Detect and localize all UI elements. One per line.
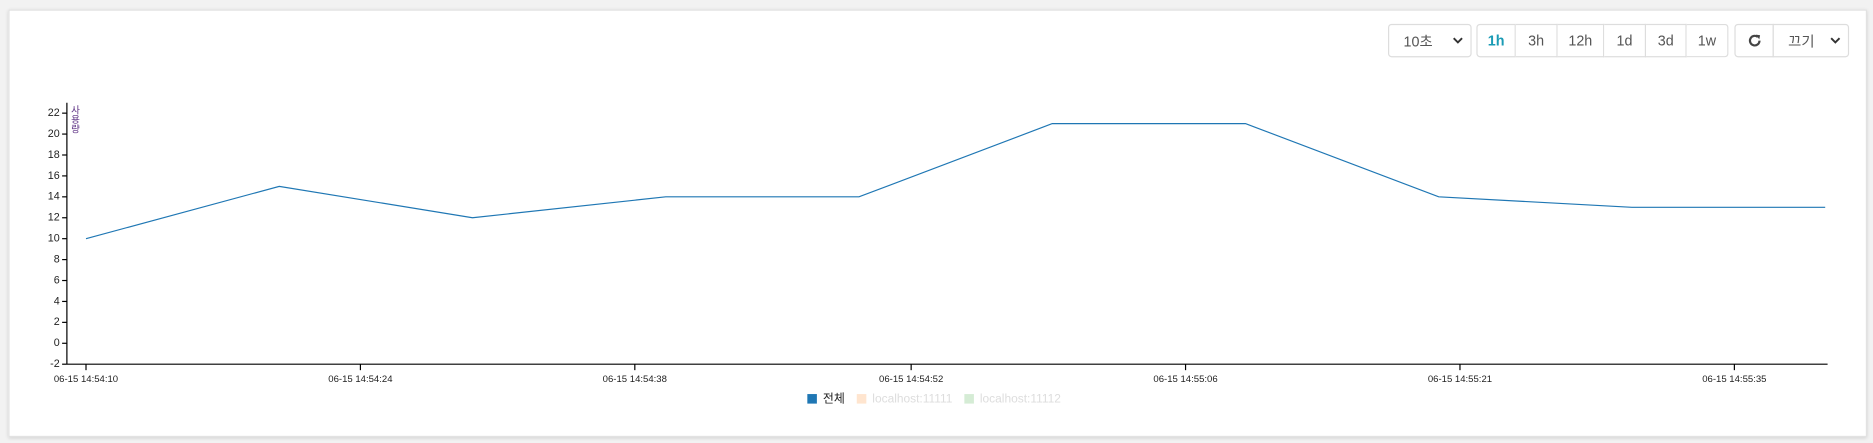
x-tick-label: 06-15 14:55:35 bbox=[1702, 374, 1766, 385]
x-tick-label: 06-15 14:54:24 bbox=[328, 374, 393, 385]
range-button[interactable]: 3d bbox=[1646, 23, 1687, 58]
panel bbox=[8, 9, 1868, 438]
range-button[interactable]: 1h bbox=[1476, 23, 1516, 58]
legend-swatch bbox=[807, 394, 817, 404]
x-tick-label: 06-15 14:55:21 bbox=[1428, 374, 1492, 385]
y-tick-label: 4 bbox=[54, 295, 60, 307]
legend-label: localhost:11111 bbox=[872, 392, 952, 406]
x-tick-label: 06-15 14:54:52 bbox=[879, 374, 943, 385]
y-tick-label: 18 bbox=[48, 149, 60, 161]
caret bbox=[1453, 37, 1463, 44]
x-tick-label: 06-15 14:55:06 bbox=[1153, 374, 1217, 385]
x-tick-label: 06-15 14:54:38 bbox=[603, 374, 667, 385]
y-tick-label: 16 bbox=[48, 170, 60, 182]
auto-refresh-value: 끄기 bbox=[1788, 32, 1815, 50]
range-button[interactable]: 1d bbox=[1604, 23, 1647, 58]
range-button[interactable]: 3h bbox=[1515, 23, 1558, 58]
y-axis-label: 사용량 bbox=[69, 105, 80, 134]
y-tick-label: 14 bbox=[48, 191, 60, 203]
legend-label: 전체 bbox=[823, 392, 845, 406]
y-tick-label: 12 bbox=[48, 212, 60, 224]
range-button[interactable]: 12h bbox=[1557, 23, 1605, 58]
range-button[interactable]: 1w bbox=[1686, 23, 1729, 58]
interval-value: 10초 bbox=[1403, 32, 1433, 50]
interval-select[interactable]: 10초 bbox=[1388, 23, 1472, 58]
auto-refresh-select[interactable]: 끄기 bbox=[1772, 23, 1850, 58]
caret bbox=[1830, 37, 1841, 44]
legend-label: localhost:11112 bbox=[980, 392, 1061, 406]
y-tick-label: 22 bbox=[48, 107, 60, 119]
y-tick-label: -2 bbox=[50, 358, 60, 370]
y-tick-label: 10 bbox=[48, 233, 60, 245]
y-tick-label: 6 bbox=[54, 274, 60, 286]
y-tick-label: 0 bbox=[54, 337, 60, 349]
y-tick-label: 20 bbox=[48, 128, 60, 140]
series-line bbox=[85, 123, 1826, 240]
y-tick-label: 8 bbox=[54, 253, 60, 265]
x-tick-label: 06-15 14:54:10 bbox=[54, 374, 118, 385]
y-tick-label: 2 bbox=[54, 316, 60, 328]
refresh-button[interactable] bbox=[1734, 23, 1774, 58]
legend-swatch bbox=[964, 394, 974, 404]
legend-swatch bbox=[856, 394, 867, 404]
refresh-icon bbox=[1748, 34, 1760, 47]
